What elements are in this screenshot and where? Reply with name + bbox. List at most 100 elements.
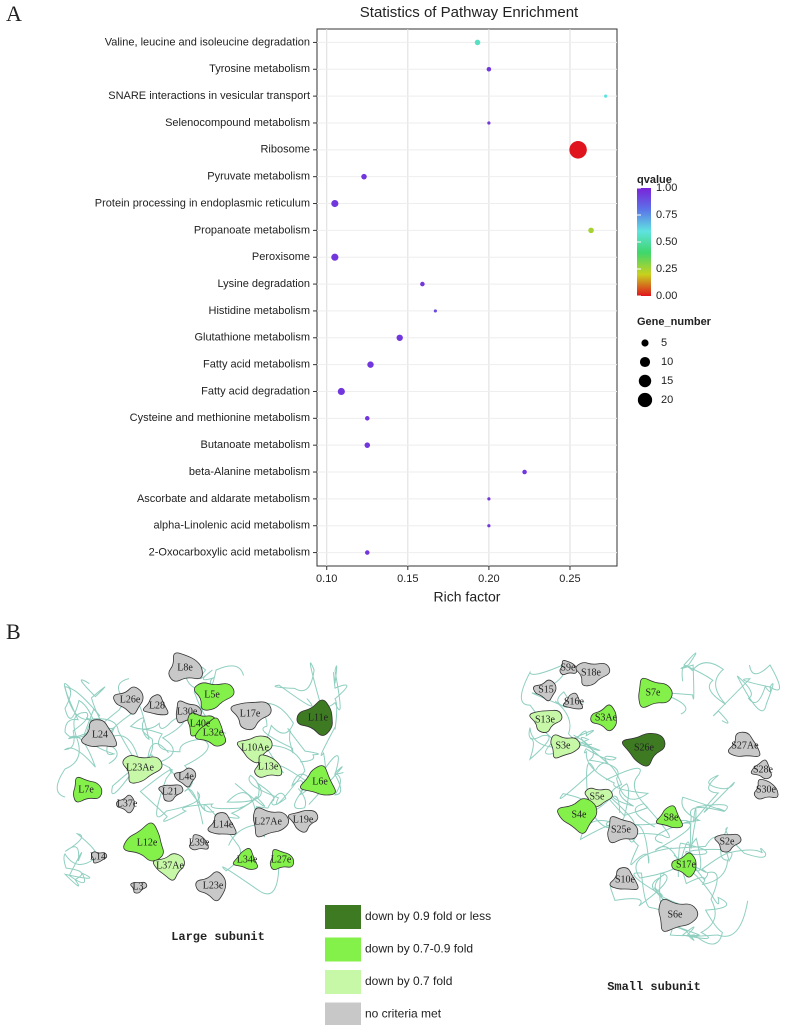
protein-blob bbox=[590, 704, 617, 732]
protein-blob bbox=[287, 809, 319, 833]
backbone-line bbox=[654, 821, 767, 886]
protein-label: L24 bbox=[92, 729, 108, 740]
y-tick-label: Butanoate metabolism bbox=[201, 439, 310, 451]
protein-blob bbox=[607, 816, 639, 844]
colorbar-label: 0.50 bbox=[656, 236, 677, 248]
bubble bbox=[474, 39, 481, 46]
backbone-line bbox=[528, 700, 601, 761]
backbone-line bbox=[290, 755, 344, 810]
protein-label: L11e bbox=[308, 712, 329, 723]
protein-label: L23e bbox=[203, 880, 224, 891]
protein-blob bbox=[193, 682, 235, 711]
bubble bbox=[569, 141, 587, 159]
bubble bbox=[487, 121, 491, 125]
legend-swatch bbox=[325, 1002, 361, 1025]
size-label: 15 bbox=[661, 375, 673, 387]
protein-blob bbox=[73, 776, 103, 803]
bubble bbox=[420, 281, 425, 287]
protein-label: S28e bbox=[753, 764, 774, 775]
x-tick-label: 0.25 bbox=[559, 573, 580, 585]
y-tick-label: 2-Oxocarboxylic acid metabolism bbox=[149, 546, 310, 558]
y-tick-label: Ribosome bbox=[260, 144, 310, 156]
bubble bbox=[331, 199, 339, 208]
protein-label: L27Ae bbox=[254, 816, 282, 827]
backbone-line bbox=[635, 836, 733, 879]
legend-label: down by 0.7-0.9 fold bbox=[365, 942, 473, 956]
protein-blob bbox=[550, 734, 581, 759]
protein-label: S25e bbox=[611, 824, 632, 835]
y-tick-label: Histidine metabolism bbox=[209, 305, 310, 317]
protein-blob bbox=[207, 812, 237, 835]
protein-blob bbox=[254, 754, 283, 778]
protein-label: L34e bbox=[237, 854, 258, 865]
protein-label: L19e bbox=[293, 814, 314, 825]
legend-swatch bbox=[325, 937, 361, 962]
subunit-title: Small subunit bbox=[607, 980, 701, 994]
protein-label: S15 bbox=[538, 684, 554, 695]
protein-blob bbox=[113, 686, 144, 715]
protein-blob bbox=[638, 677, 673, 708]
protein-blob bbox=[533, 679, 557, 702]
y-tick-label: Fatty acid metabolism bbox=[203, 359, 310, 371]
y-tick-label: SNARE interactions in vesicular transpor… bbox=[108, 90, 310, 102]
protein-blob bbox=[90, 851, 108, 864]
protein-blob bbox=[252, 807, 290, 838]
bubble bbox=[364, 442, 371, 448]
protein-blob bbox=[123, 822, 164, 862]
plot-area bbox=[316, 28, 618, 567]
protein-label: L30e bbox=[177, 706, 198, 717]
protein-label: L12e bbox=[137, 837, 158, 848]
protein-blob bbox=[143, 694, 169, 716]
protein-blob bbox=[195, 717, 227, 747]
bubble bbox=[337, 387, 345, 396]
x-tick-label: 0.10 bbox=[316, 573, 337, 585]
protein-blob bbox=[655, 805, 683, 829]
protein-label: S13e bbox=[535, 714, 556, 725]
colorbar-label: 1.00 bbox=[656, 182, 677, 194]
bubble bbox=[433, 309, 437, 313]
protein-blob bbox=[753, 778, 779, 800]
protein-blob bbox=[609, 867, 639, 890]
protein-blob bbox=[232, 848, 258, 870]
protein-label: L3 bbox=[132, 881, 143, 892]
protein-label: S17e bbox=[676, 859, 697, 870]
protein-label: S26e bbox=[634, 742, 655, 753]
legend-swatch bbox=[325, 970, 361, 994]
backbone-line bbox=[64, 678, 141, 765]
legend-title: Gene_number bbox=[637, 316, 712, 328]
bubble bbox=[365, 550, 370, 555]
y-tick-label: Pyruvate metabolism bbox=[207, 171, 310, 183]
protein-label: L5e bbox=[204, 689, 220, 700]
protein-label: L14e bbox=[213, 819, 234, 830]
backbone-line bbox=[579, 803, 670, 866]
legend-label: down by 0.7 fold bbox=[365, 974, 452, 988]
protein-label: S8e bbox=[664, 812, 680, 823]
protein-label: S5e bbox=[590, 791, 606, 802]
backbone-line bbox=[139, 769, 266, 822]
subunit-title: Large subunit bbox=[171, 930, 265, 944]
protein-label: S4e bbox=[572, 809, 588, 820]
backbone-line bbox=[245, 703, 319, 763]
protein-blob bbox=[195, 871, 227, 902]
bubble bbox=[486, 67, 492, 72]
protein-blob bbox=[236, 735, 273, 764]
size-key bbox=[638, 374, 652, 388]
panel-label: B bbox=[6, 619, 21, 644]
backbone-line bbox=[713, 664, 781, 724]
bubble bbox=[396, 334, 403, 341]
protein-label: L4e bbox=[178, 771, 194, 782]
bubble bbox=[361, 173, 367, 180]
protein-blob bbox=[714, 833, 742, 853]
protein-label: L13e bbox=[258, 761, 279, 772]
protein-blob bbox=[622, 732, 666, 767]
backbone-line bbox=[63, 833, 96, 887]
colorbar-label: 0.25 bbox=[656, 263, 677, 275]
x-tick-label: 0.20 bbox=[478, 573, 499, 585]
size-key bbox=[641, 339, 649, 347]
protein-label: L6e bbox=[312, 776, 328, 787]
protein-label: S27Ae bbox=[731, 740, 759, 751]
protein-label: L14 bbox=[90, 851, 106, 862]
bubble bbox=[522, 469, 527, 475]
protein-blob bbox=[750, 759, 772, 780]
colorbar-label: 0.00 bbox=[656, 290, 677, 302]
